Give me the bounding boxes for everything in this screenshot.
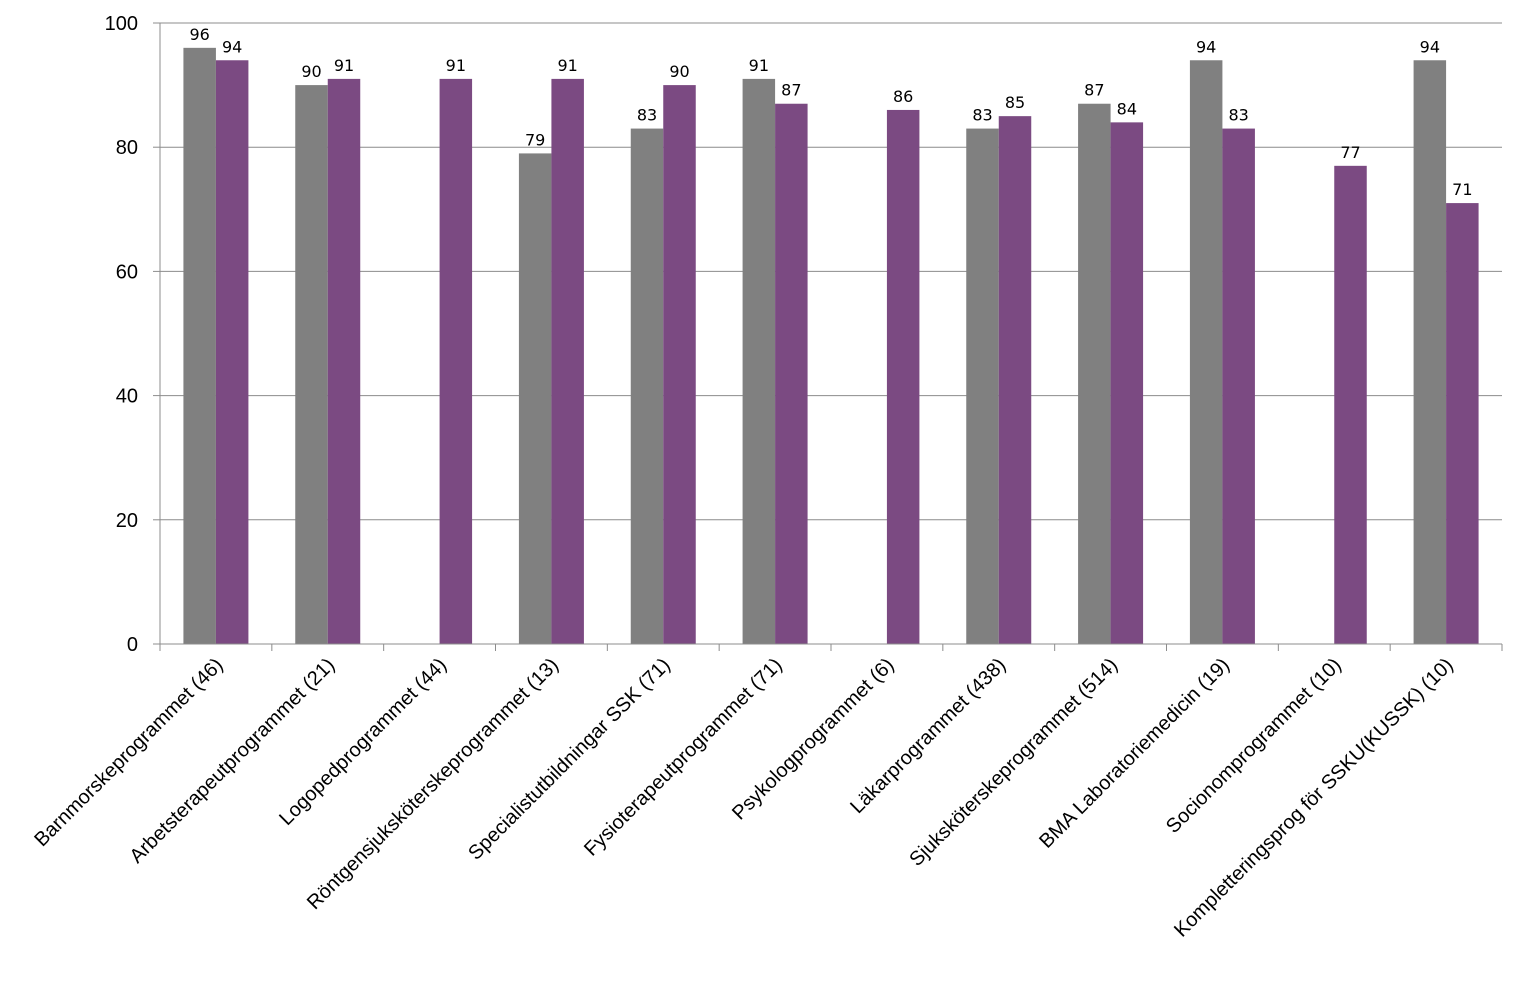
x-category-label: Specialistutbildningar SSK (71): [464, 654, 675, 865]
bar-series-1: [518, 153, 552, 644]
bars: [183, 47, 1479, 645]
y-tick-label: 40: [116, 386, 138, 408]
x-category-label: Barnmorskeprogrammet (46): [30, 654, 227, 851]
gridlines: [160, 22, 1502, 521]
data-label: 91: [334, 56, 354, 75]
bar-series-1: [742, 78, 776, 644]
x-category-label: BMA Laboratoriemedicin (19): [1035, 654, 1234, 853]
bar-series-1: [295, 85, 328, 645]
data-label: 94: [222, 37, 242, 56]
bar-series-2: [775, 103, 808, 645]
bar-series-2: [215, 60, 249, 644]
bar-series-2: [886, 109, 920, 644]
y-tick-label: 100: [105, 13, 138, 35]
x-category-label: Sjuksköterskeprogrammet (514): [905, 654, 1122, 871]
data-labels: 96 94 90 91 91 79 91 83 90 91 87 86 83 85 87 84 94 83 77 94…: [189, 25, 1472, 199]
bar-series-2: [439, 78, 473, 644]
bar-series-2: [663, 85, 696, 645]
bar-series-2: [551, 78, 584, 644]
bar-series-1: [966, 128, 999, 644]
data-label: 85: [1005, 93, 1025, 112]
bar-series-1: [183, 47, 216, 644]
axes: [153, 22, 1503, 651]
data-label: 83: [1228, 106, 1248, 125]
bar-series-2: [1222, 128, 1255, 644]
y-tick-label: 80: [116, 137, 138, 159]
category-labels: Barnmorskeprogrammet (46)Arbetsterapeutp…: [30, 654, 1457, 942]
bar-series-1: [1189, 60, 1223, 644]
data-label: 94: [1420, 37, 1440, 56]
bar-series-2: [998, 116, 1032, 644]
bar-series-2: [327, 78, 361, 644]
data-label: 91: [557, 56, 577, 75]
bar-series-1: [1078, 103, 1111, 645]
data-label: 79: [525, 130, 545, 149]
data-label: 86: [893, 87, 913, 106]
y-tick-label: 0: [127, 634, 138, 656]
bar-series-2: [1446, 203, 1479, 644]
bar-series-2: [1110, 122, 1144, 645]
y-tick-labels: 0 20 40 60 80 100: [105, 13, 138, 656]
bar-series-1: [1413, 60, 1447, 644]
data-label: 91: [749, 56, 769, 75]
data-label: 90: [301, 62, 321, 81]
data-label: 77: [1340, 143, 1360, 162]
data-label: 94: [1196, 37, 1216, 56]
data-label: 87: [1084, 81, 1104, 100]
data-label: 71: [1452, 180, 1472, 199]
data-label: 83: [637, 106, 657, 125]
x-category-label: Fysioterapeutprogrammet (71): [580, 654, 787, 861]
data-label: 84: [1117, 99, 1137, 118]
y-tick-label: 60: [116, 261, 138, 283]
bar-series-1: [630, 128, 664, 644]
x-category-label: Arbetsterapeutprogrammet (21): [126, 654, 340, 868]
data-label: 96: [189, 25, 209, 44]
data-label: 91: [446, 56, 466, 75]
data-label: 90: [669, 62, 689, 81]
x-category-label: Röntgensjuksköterskeprogrammet (13): [303, 654, 563, 914]
data-label: 87: [781, 81, 801, 100]
bar-series-2: [1334, 165, 1367, 644]
y-tick-label: 20: [116, 510, 138, 532]
data-label: 83: [972, 106, 992, 125]
